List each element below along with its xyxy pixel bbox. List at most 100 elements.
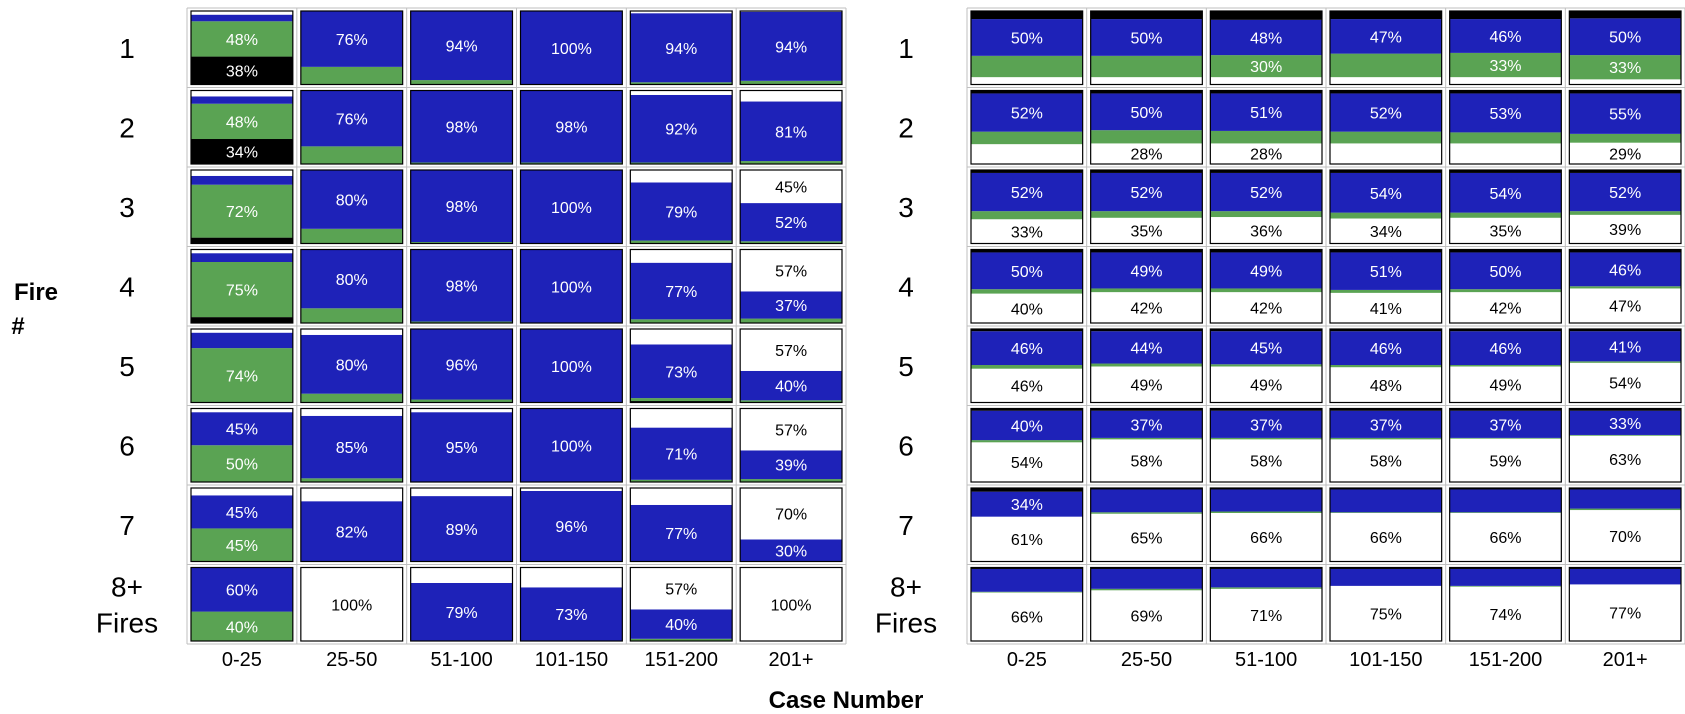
bar-segment-green bbox=[300, 393, 403, 403]
bar-segment-black bbox=[1090, 567, 1203, 569]
bar-segment-green bbox=[1210, 55, 1322, 78]
bar-segment-blue bbox=[1569, 410, 1681, 435]
bar-segment-green bbox=[1210, 130, 1322, 144]
row-label: 3 bbox=[898, 192, 914, 223]
bar-segment-black bbox=[191, 139, 293, 164]
bar-outline bbox=[1449, 10, 1562, 86]
bar-segment-blue bbox=[630, 609, 733, 639]
bar-segment-green bbox=[1330, 53, 1442, 78]
bar-outline bbox=[519, 407, 623, 483]
bar-outline bbox=[410, 10, 514, 86]
bar-segment-white bbox=[971, 293, 1083, 323]
bar-segment-white bbox=[740, 170, 842, 204]
bar-segment-blue bbox=[740, 203, 842, 242]
bar-outline bbox=[410, 566, 514, 642]
bar-segment-blue bbox=[1330, 172, 1442, 213]
data-label: 66% bbox=[1370, 530, 1402, 547]
bar-segment-white bbox=[740, 249, 842, 292]
bar-segment-green bbox=[191, 261, 293, 318]
data-label: 33% bbox=[1011, 224, 1043, 241]
bar-outline bbox=[1449, 487, 1562, 563]
bar-segment-blue bbox=[1569, 172, 1681, 212]
stacked-bar: 44% 49% bbox=[1090, 328, 1203, 404]
stacked-bar: 50% bbox=[1090, 10, 1203, 86]
bar-segment-blue bbox=[1449, 93, 1562, 133]
bar-segment-green bbox=[1449, 437, 1562, 439]
bar-segment-black bbox=[1210, 11, 1322, 20]
bar-segment-green bbox=[1569, 286, 1681, 289]
bar-segment-green bbox=[740, 241, 842, 244]
stacked-bar: 89% bbox=[410, 487, 514, 563]
bar-segment-blue bbox=[300, 415, 403, 479]
bar-segment-blue bbox=[1330, 410, 1442, 438]
data-label: 35% bbox=[1489, 224, 1521, 241]
stacked-bar: 79% bbox=[629, 169, 733, 245]
bar-segment-green bbox=[520, 162, 623, 164]
bar-outline bbox=[410, 89, 514, 165]
bar-segment-green bbox=[740, 318, 842, 323]
bar-segment-green bbox=[1449, 585, 1562, 587]
bar-segment-blue bbox=[971, 252, 1083, 290]
bar-segment-white bbox=[1210, 143, 1322, 164]
row-label: Fires bbox=[875, 607, 937, 638]
bar-segment-black bbox=[1090, 329, 1203, 332]
bar-segment-green bbox=[1090, 363, 1203, 367]
tick-label: 101-150 bbox=[1349, 649, 1422, 671]
bar-outline bbox=[190, 10, 294, 86]
stacked-bar: 52% bbox=[970, 89, 1084, 165]
bar-segment-white bbox=[1210, 292, 1322, 323]
bar-segment-green bbox=[1090, 512, 1203, 514]
bar-segment-green bbox=[630, 479, 733, 482]
bar-segment-blue bbox=[1330, 489, 1442, 513]
stacked-bar: 49% 42% bbox=[1090, 248, 1203, 324]
bar-segment-blue bbox=[1569, 489, 1681, 509]
stacked-bar: 73% bbox=[629, 328, 733, 404]
bar-outline bbox=[1329, 328, 1443, 404]
data-label: 29% bbox=[1609, 146, 1641, 163]
bar-segment-green bbox=[191, 103, 293, 140]
data-label: 66% bbox=[1250, 530, 1282, 547]
bar-segment-green bbox=[740, 161, 842, 164]
bar-segment-green bbox=[191, 21, 293, 57]
bar-segment-blue bbox=[520, 490, 623, 562]
stacked-bar: 37% 58% bbox=[1090, 407, 1203, 483]
stacked-bar: 45% 45% bbox=[190, 487, 294, 563]
bar-segment-white bbox=[191, 170, 293, 176]
stacked-bar: 82% bbox=[300, 487, 404, 563]
stacked-bar: 40% 57% bbox=[629, 566, 733, 642]
data-label: 39% bbox=[1609, 222, 1641, 239]
stacked-bar: 50% 28% bbox=[1090, 89, 1203, 165]
bar-segment-blue bbox=[971, 491, 1083, 517]
row-label: 6 bbox=[898, 430, 914, 461]
bar-outline bbox=[190, 248, 294, 324]
bar-outline bbox=[970, 407, 1084, 483]
data-label: 57% bbox=[775, 422, 807, 439]
bar-segment-blue bbox=[630, 262, 733, 320]
bar-segment-white bbox=[1449, 586, 1562, 641]
bar-segment-green bbox=[300, 146, 403, 164]
bar-segment-white bbox=[1210, 77, 1322, 85]
bar-segment-green bbox=[1449, 365, 1562, 367]
bar-outline bbox=[970, 10, 1084, 86]
bar-segment-green bbox=[1210, 211, 1322, 218]
data-label: 46% bbox=[1011, 341, 1043, 358]
data-label: 54% bbox=[1489, 186, 1521, 203]
stacked-bar: 46% 48% bbox=[1329, 328, 1443, 404]
bar-segment-blue bbox=[630, 182, 733, 241]
bar-outline bbox=[1209, 169, 1323, 245]
bar-segment-green bbox=[1090, 588, 1203, 591]
bar-outline bbox=[519, 89, 623, 165]
stacked-bar: 38% 48% bbox=[190, 10, 294, 86]
bar-segment-white bbox=[1330, 77, 1442, 85]
bar-segment-green bbox=[1090, 288, 1203, 293]
data-label: 47% bbox=[1609, 299, 1641, 316]
data-label: 100% bbox=[551, 359, 592, 376]
bar-outline bbox=[739, 89, 843, 165]
bar-segment-white bbox=[191, 408, 293, 413]
stacked-bar: 40% 57% bbox=[739, 328, 843, 404]
data-label: 51% bbox=[1250, 105, 1282, 122]
bar-segment-white bbox=[1330, 143, 1442, 164]
stacked-bar: 54% 35% bbox=[1449, 169, 1562, 245]
bar-segment-blue bbox=[1569, 331, 1681, 362]
data-label: 40% bbox=[1011, 301, 1043, 318]
